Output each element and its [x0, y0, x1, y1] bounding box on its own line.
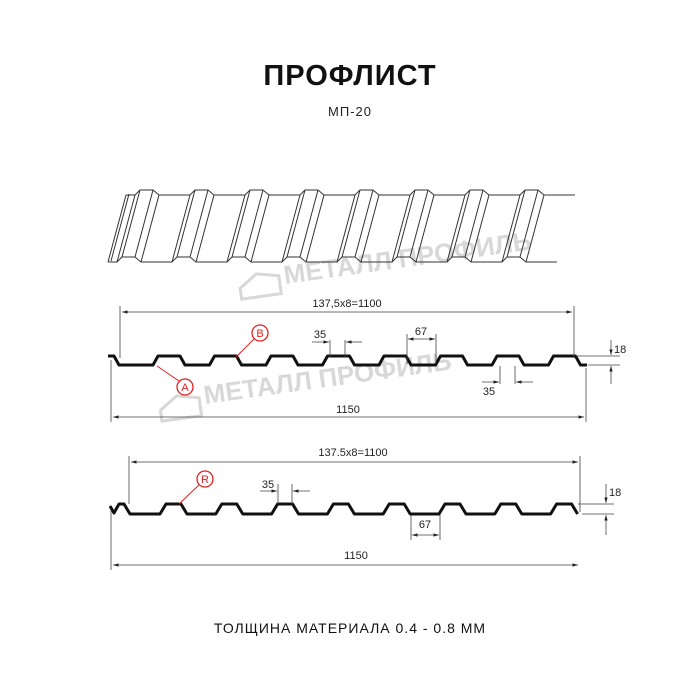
profile-3d-edge [195, 194, 215, 263]
label-height: 18 [609, 487, 621, 499]
profile-3d-edge [391, 194, 411, 263]
label-pitch: 137.5x8=1100 [318, 447, 387, 459]
profile-3d-edge [525, 194, 545, 263]
marker-b-label: B [256, 328, 263, 340]
watermark-text: МЕТАЛЛ ПРОФИЛЬ [282, 225, 534, 289]
profile-3d-edge [299, 189, 319, 258]
profile-3d-edge [134, 189, 154, 258]
marker-a-label: A [181, 382, 189, 394]
profile-3d-edge [446, 194, 466, 263]
profile-3d-edge [244, 189, 264, 258]
profile-3d-edge [226, 194, 246, 263]
marker-r-label: R [201, 474, 209, 486]
profile-3d-edge [360, 194, 380, 263]
profile-3d-edge [470, 194, 490, 263]
profile-3d-edge [189, 189, 209, 258]
profile-3d-edge [110, 193, 130, 262]
watermark-2: МЕТАЛЛ ПРОФИЛЬ [158, 345, 453, 423]
label-rib-gap: 67 [419, 519, 431, 531]
profile-3d-edge [305, 194, 325, 263]
watermark-logo-icon [238, 272, 283, 301]
marker-r [196, 470, 214, 488]
profile-3d-edge [116, 194, 136, 263]
profile-3d-edge [281, 194, 301, 263]
label-height: 18 [614, 344, 626, 356]
profile-3d-edge [107, 194, 127, 263]
label-width: 1150 [336, 404, 360, 416]
label-rib-top: 35 [314, 329, 326, 341]
profile-a-section [108, 354, 587, 367]
profile-a: 137,5x8=1100 1150 35 67 35 18 A B [108, 298, 626, 422]
profile-3d-outline [126, 189, 575, 196]
profile-3d-view [107, 189, 575, 263]
label-rib-gap: 67 [415, 326, 427, 338]
profile-3d-edge [336, 194, 356, 263]
profile-3d-edge [451, 189, 471, 258]
profile-3d-edge [501, 194, 521, 263]
profile-3d-edge [250, 194, 270, 263]
profile-3d-edge [231, 189, 251, 258]
marker-b [251, 324, 269, 342]
profile-3d-edge [506, 189, 526, 258]
page-subtitle: МП-20 [328, 104, 372, 119]
profile-b-section [108, 502, 579, 516]
label-pitch: 137,5x8=1100 [312, 298, 381, 310]
profile-3d-outline [108, 256, 557, 263]
profile-3d-edge [140, 194, 160, 263]
profile-b: 137.5x8=1100 1150 35 67 18 R [108, 447, 621, 570]
profile-3d-edge [176, 189, 196, 258]
profile-3d-edge [415, 194, 435, 263]
label-rib-bottom: 35 [483, 386, 495, 398]
marker-a [176, 378, 194, 396]
label-width: 1150 [344, 550, 368, 562]
profile-3d-edge [519, 189, 539, 258]
profile-3d-edge [396, 189, 416, 258]
watermark-logo-icon [158, 394, 204, 423]
profile-3d-edge [171, 194, 191, 263]
profile-3d-edge [341, 189, 361, 258]
label-rib-top: 35 [262, 479, 274, 491]
page-title: ПРОФЛИСТ [263, 60, 437, 92]
profile-3d-edge [354, 189, 374, 258]
material-thickness-note: ТОЛЩИНА МАТЕРИАЛА 0.4 - 0.8 ММ [213, 620, 487, 636]
profile-3d-edge [464, 189, 484, 258]
profile-3d-edge [286, 189, 306, 258]
profile-3d-edge [121, 189, 141, 258]
profile-3d-edge [409, 189, 429, 258]
